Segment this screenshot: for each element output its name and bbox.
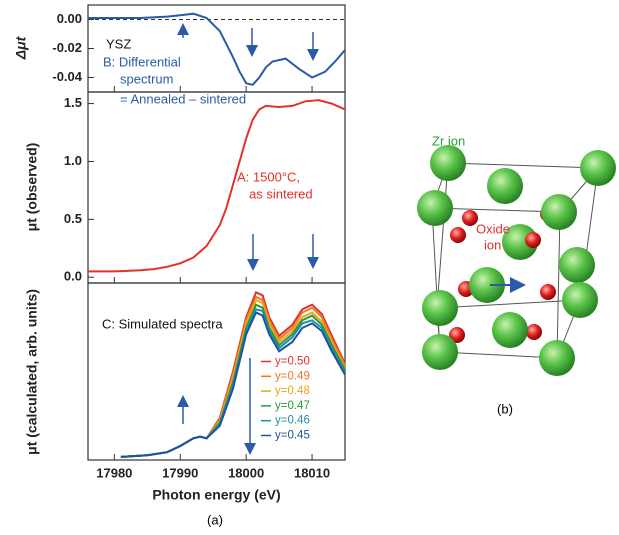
data-line	[120, 311, 346, 458]
legend-label: y=0.49	[275, 370, 310, 382]
data-line	[88, 99, 346, 273]
y-axis-label: Δμt	[13, 35, 29, 60]
zr-ion	[469, 267, 505, 303]
oxide-ion	[449, 327, 465, 343]
y-tick-label: -0.02	[52, 40, 82, 55]
oxide-ion	[462, 210, 478, 226]
x-tick-label: 18010	[294, 465, 330, 480]
y-tick-label: 0.0	[64, 269, 82, 284]
annotation: A: 1500°C,	[237, 169, 300, 184]
annotation: = Annealed – sintered	[120, 91, 246, 106]
crystal-structure: Zr ion Oxide ion	[417, 133, 616, 376]
legend-label: y=0.47	[275, 400, 310, 412]
zr-ion	[422, 334, 458, 370]
zr-ion	[422, 290, 458, 326]
chart-a: 0.00 -0.02 -0.04 Δμt YSZ B: Differential spect…	[13, 4, 346, 503]
data-line	[88, 12, 346, 86]
zr-ion	[559, 247, 595, 283]
legend-label: y=0.46	[275, 415, 310, 427]
y-tick-label: -0.04	[52, 69, 82, 84]
oxide-label: ion	[484, 237, 501, 252]
zr-ion	[539, 340, 575, 376]
zr-ion	[417, 190, 453, 226]
annotation: YSZ	[106, 36, 131, 51]
legend-label: y=0.48	[275, 385, 310, 397]
arrows	[177, 23, 319, 455]
panel-label: (b)	[497, 401, 513, 416]
zr-ion	[487, 168, 523, 204]
x-tick-label: 17990	[162, 465, 198, 480]
y-axis-label: μt (observed)	[24, 143, 40, 232]
x-tick-label: 17980	[96, 465, 132, 480]
zr-ion	[430, 145, 466, 181]
y-tick-label: 1.5	[64, 95, 82, 110]
zr-ion	[492, 312, 528, 348]
annotation: B: Differential	[103, 54, 181, 69]
y-tick-label: 0.00	[57, 11, 82, 26]
y-tick-label: 0.5	[64, 211, 82, 226]
x-axis-label: Photon energy (eV)	[152, 487, 280, 503]
oxide-label: Oxide	[476, 221, 510, 236]
annotation: as sintered	[249, 186, 313, 201]
x-tick-label: 18000	[228, 465, 264, 480]
annotation: C: Simulated spectra	[102, 316, 223, 331]
zr-ion	[562, 282, 598, 318]
zr-label: Zr ion	[432, 133, 465, 148]
zr-ion	[580, 150, 616, 186]
oxide-ion	[540, 284, 556, 300]
oxide-ion	[525, 232, 541, 248]
zr-ion	[541, 194, 577, 230]
zr-ion	[502, 224, 538, 260]
panel-label: (a)	[207, 512, 223, 527]
oxide-ion	[450, 227, 466, 243]
legend-label: y=0.45	[275, 430, 310, 442]
y-axis-label: μt (calculated, arb. units)	[24, 289, 40, 455]
y-tick-label: 1.0	[64, 153, 82, 168]
oxide-ion	[526, 324, 542, 340]
data-line	[120, 308, 346, 458]
legend-label: y=0.50	[275, 356, 310, 368]
annotation: spectrum	[120, 71, 173, 86]
